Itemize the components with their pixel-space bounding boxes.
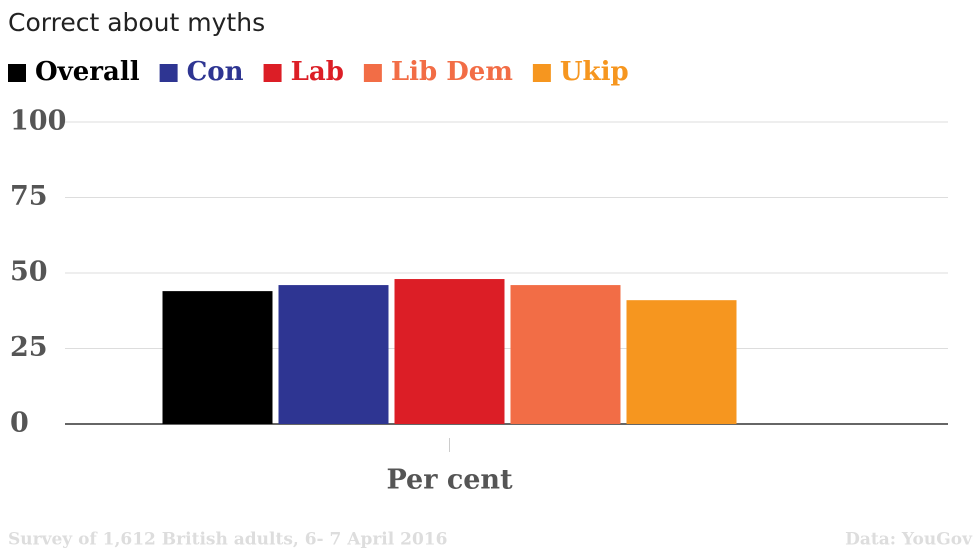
bar	[162, 291, 273, 424]
x-tick-label: Per cent	[386, 465, 513, 496]
bar	[510, 285, 621, 424]
source: Data: YouGov	[845, 530, 973, 550]
legend-label: Lib Dem	[391, 57, 513, 87]
legend-label: Lab	[291, 57, 344, 87]
bar	[626, 300, 737, 424]
y-tick-label: 100	[10, 106, 66, 137]
legend-label: Overall	[35, 57, 140, 87]
footnote: Survey of 1,612 British adults, 6- 7 Apr…	[8, 530, 447, 550]
legend-swatch	[363, 64, 382, 82]
y-tick-label: 75	[10, 181, 48, 212]
legend-swatch	[8, 64, 26, 82]
legend-swatch	[263, 64, 282, 82]
y-tick-label: 50	[10, 257, 48, 288]
y-tick-label: 0	[10, 408, 29, 439]
legend-swatch	[532, 64, 551, 82]
legend-label: Con	[187, 57, 244, 87]
legend-label: Ukip	[560, 57, 629, 87]
y-tick-label: 25	[10, 332, 48, 363]
bar	[278, 285, 389, 424]
legend-swatch	[159, 64, 178, 82]
bar	[394, 279, 505, 424]
chart-title: Correct about myths	[8, 8, 265, 37]
